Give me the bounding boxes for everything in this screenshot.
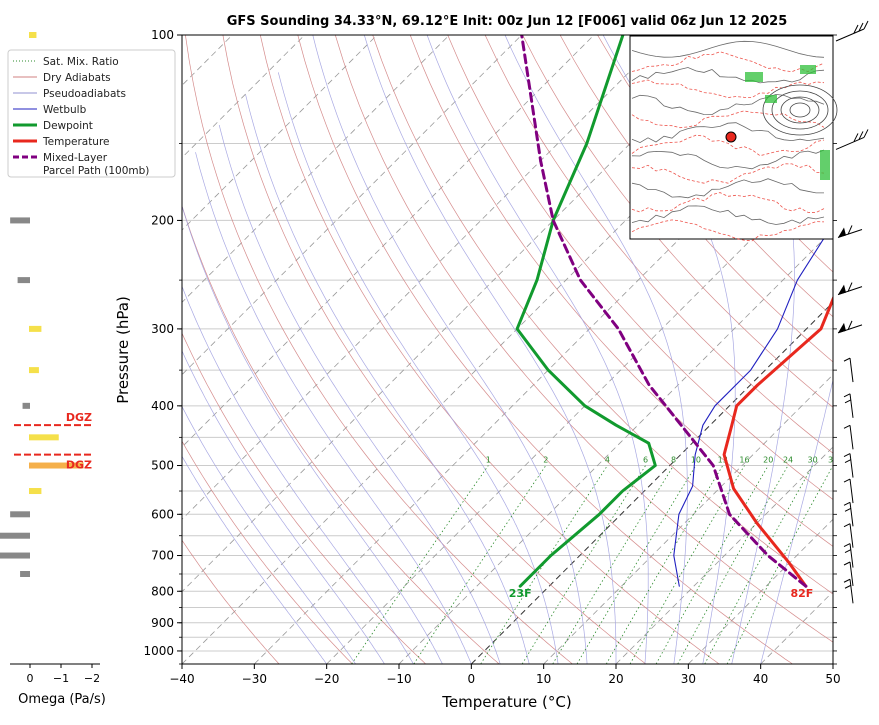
legend-label: Wetbulb bbox=[43, 104, 87, 116]
y-tick-label: 200 bbox=[151, 213, 174, 227]
omega-bar bbox=[10, 217, 30, 223]
omega-bar bbox=[20, 571, 30, 577]
mixing-ratio-label: 16 bbox=[739, 456, 749, 465]
omega-tick-label: 0 bbox=[27, 672, 34, 685]
y-tick-label: 700 bbox=[151, 549, 174, 563]
x-axis-label: Temperature (°C) bbox=[441, 693, 571, 711]
omega-bar bbox=[29, 32, 36, 38]
map-precip-patch bbox=[765, 95, 777, 103]
x-tick-label: −10 bbox=[386, 672, 411, 686]
legend-label: Dewpoint bbox=[43, 120, 93, 132]
mixing-ratio-label: 6 bbox=[643, 456, 648, 465]
map-precip-patch bbox=[745, 72, 763, 82]
map-precip-patch bbox=[800, 65, 816, 74]
y-tick-label: 600 bbox=[151, 507, 174, 521]
legend-label: Temperature bbox=[42, 136, 110, 148]
mixing-ratio-label: 24 bbox=[783, 456, 793, 465]
omega-bar bbox=[0, 533, 30, 539]
omega-bar bbox=[18, 277, 30, 283]
omega-bar bbox=[29, 326, 41, 332]
dgz-label: DGZ bbox=[66, 411, 92, 424]
location-marker-icon bbox=[726, 132, 736, 142]
mixing-ratio-label: 20 bbox=[763, 456, 773, 465]
dgz-label: DGZ bbox=[66, 459, 92, 472]
omega-bar bbox=[0, 553, 30, 559]
surface-temperature-label: 82F bbox=[791, 587, 814, 600]
surface-dewpoint-label: 23F bbox=[509, 587, 532, 600]
chart-title: GFS Sounding 34.33°N, 69.12°E Init: 00z … bbox=[227, 14, 788, 29]
omega-bar bbox=[29, 488, 41, 494]
x-tick-label: −40 bbox=[169, 672, 194, 686]
x-tick-label: −20 bbox=[314, 672, 339, 686]
omega-axis-label: Omega (Pa/s) bbox=[18, 692, 106, 707]
omega-tick-label: −2 bbox=[84, 672, 100, 685]
x-tick-label: 10 bbox=[536, 672, 551, 686]
y-tick-label: 800 bbox=[151, 584, 174, 598]
y-tick-label: 100 bbox=[151, 28, 174, 42]
omega-bar bbox=[10, 511, 30, 517]
y-tick-label: 500 bbox=[151, 459, 174, 473]
inset-map bbox=[630, 36, 837, 241]
x-tick-label: 20 bbox=[608, 672, 623, 686]
mixing-ratio-label: 10 bbox=[691, 456, 701, 465]
omega-bar bbox=[29, 434, 59, 440]
legend-label: Dry Adiabats bbox=[43, 72, 111, 84]
y-axis-label: Pressure (hPa) bbox=[114, 296, 132, 404]
x-tick-label: 30 bbox=[681, 672, 696, 686]
mixing-ratio-label: 30 bbox=[808, 456, 818, 465]
legend-label: Sat. Mix. Ratio bbox=[43, 56, 119, 68]
legend-label: Mixed-Layer bbox=[43, 152, 108, 164]
x-tick-label: −30 bbox=[242, 672, 267, 686]
legend-label: Parcel Path (100mb) bbox=[43, 165, 149, 177]
y-tick-label: 1000 bbox=[143, 644, 174, 658]
y-tick-label: 300 bbox=[151, 322, 174, 336]
mixing-ratio-label: 2 bbox=[543, 456, 548, 465]
mixing-ratio-label: 8 bbox=[671, 456, 676, 465]
omega-tick-label: −1 bbox=[53, 672, 69, 685]
legend: Sat. Mix. Ratio Dry Adiabats Pseudoadiabat… bbox=[8, 50, 175, 177]
map-precip-patch bbox=[820, 150, 830, 180]
x-tick-label: 0 bbox=[468, 672, 476, 686]
y-tick-label: 400 bbox=[151, 399, 174, 413]
mixing-ratio-label: 1 bbox=[486, 456, 491, 465]
omega-bar bbox=[23, 403, 30, 409]
x-tick-label: 50 bbox=[825, 672, 840, 686]
y-tick-label: 900 bbox=[151, 616, 174, 630]
legend-label: Pseudoadiabats bbox=[43, 88, 126, 100]
mixing-ratio-label: 4 bbox=[605, 456, 610, 465]
x-tick-label: 40 bbox=[753, 672, 768, 686]
omega-bar bbox=[29, 367, 39, 373]
